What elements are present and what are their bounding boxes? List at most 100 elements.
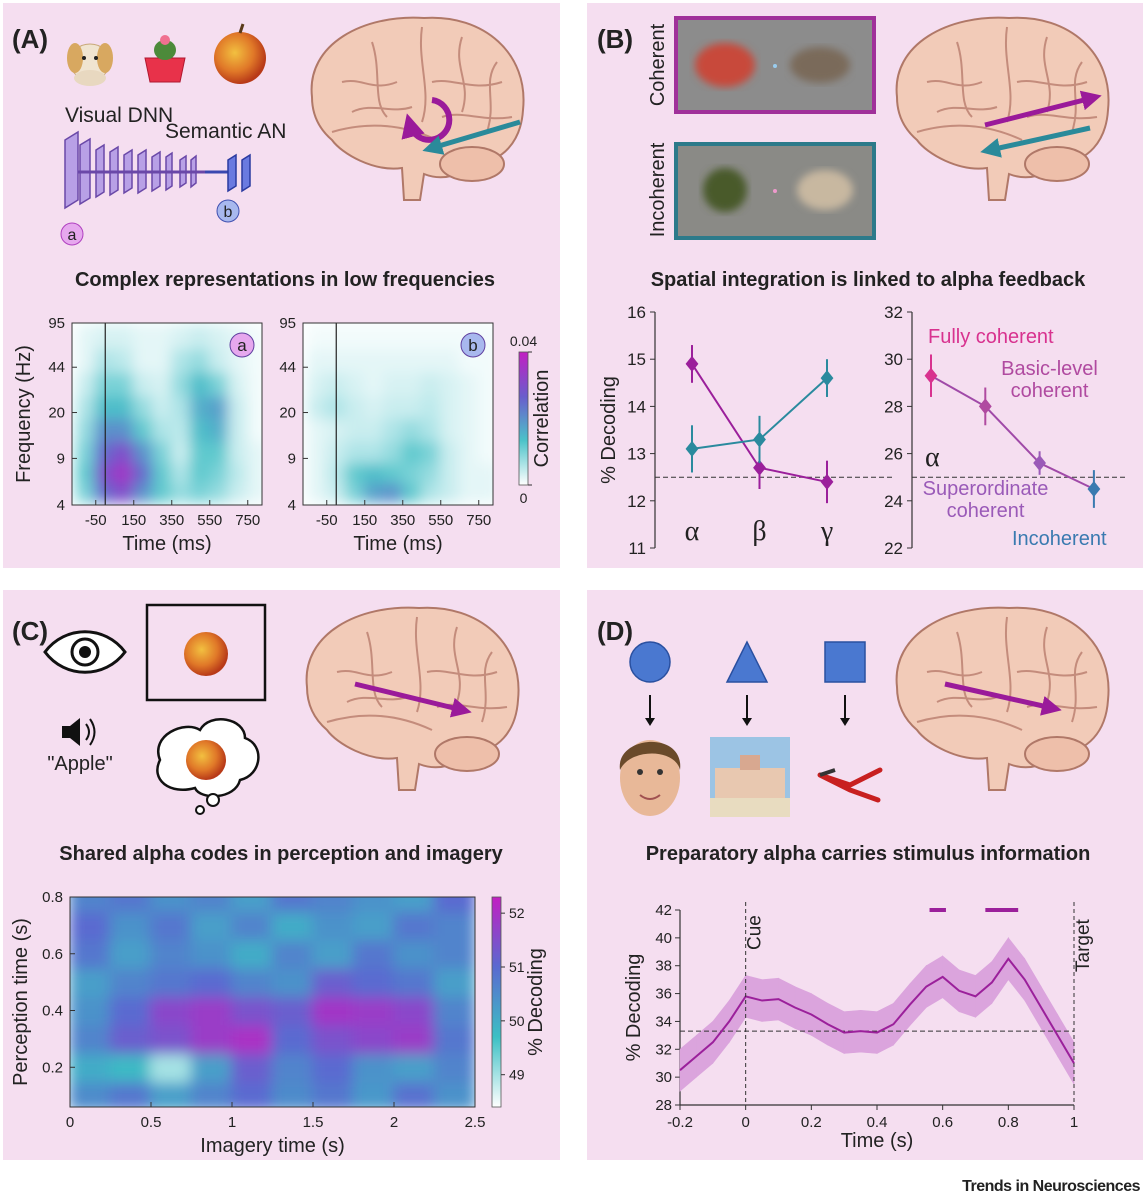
heatmap-cell <box>458 394 480 420</box>
heatmap-cell <box>401 417 423 442</box>
heatmap-cell <box>170 394 192 420</box>
point <box>753 431 766 448</box>
panel-title: Preparatory alpha carries stimulus infor… <box>646 843 1091 865</box>
heatmap-cell <box>70 966 112 998</box>
journal-name: Trends in Neurosciences <box>962 1178 1141 1195</box>
x-tick-label: -0.2 <box>667 1114 693 1131</box>
panel-d-illustration-part-part <box>645 718 655 726</box>
panel-b-illustration: Coherent Incoherent <box>647 16 1110 240</box>
y-tick-label: 0.4 <box>42 1003 63 1020</box>
heatmap-cell <box>344 481 366 503</box>
heatmap-cell <box>401 394 423 420</box>
heatmap-cell <box>352 1052 395 1083</box>
heatmap-cell <box>150 1080 193 1107</box>
heatmap-cell <box>382 417 404 442</box>
heatmap-cell <box>352 995 395 1026</box>
y-axis-label: % Decoding <box>623 954 645 1062</box>
heatmap-cell <box>113 370 135 397</box>
heatmap-cell <box>477 370 493 397</box>
x-axis-label: Time (s) <box>841 1130 914 1152</box>
heatmap-cell <box>113 439 135 464</box>
colorbar-tick-label: 50 <box>509 1013 525 1029</box>
panel-a-illustration-part <box>74 70 106 86</box>
heatmap-cell <box>393 1052 436 1083</box>
heatmap-cell <box>477 461 493 484</box>
heatmap-cell <box>231 1023 274 1055</box>
panel-d-illustration-part <box>824 641 866 683</box>
panel-d-illustration-part <box>639 794 661 800</box>
heatmap-cell <box>132 323 154 350</box>
point <box>978 398 992 415</box>
heatmap-cell <box>433 1023 475 1055</box>
heatmap-cell <box>271 938 314 969</box>
heatmap-cell <box>190 1052 233 1083</box>
panel-a-illustration-part <box>160 35 170 45</box>
heatmap-cell <box>150 910 193 941</box>
x-tick-label: -50 <box>316 512 338 529</box>
heatmap-cell <box>75 417 97 442</box>
heatmap-cell <box>401 370 423 397</box>
image-label: Incoherent <box>647 142 669 237</box>
heatmap-cell <box>477 439 493 464</box>
heatmap-cell <box>189 347 211 373</box>
panel-c-illustration-part <box>85 718 96 746</box>
heatmap-cell <box>344 417 366 442</box>
heatmap-cell <box>170 370 192 397</box>
heatmap-cell <box>109 1052 152 1083</box>
colorbar-tick-label: 51 <box>509 959 525 975</box>
panel-c-illustration-part <box>62 718 80 746</box>
heatmap-cell <box>382 347 404 373</box>
y-tick-label: 4 <box>57 497 65 514</box>
point <box>685 440 699 457</box>
heatmap-cell <box>439 370 461 397</box>
heatmap-cell <box>151 481 173 503</box>
panel-d-illustration-part <box>619 741 681 770</box>
heatmap-cell <box>151 417 173 442</box>
panel-letter: (C) <box>12 616 48 646</box>
heatmap-cell <box>393 995 436 1026</box>
heatmap-cell <box>132 417 154 442</box>
heatmap-cell <box>363 323 385 350</box>
y-tick-label: 24 <box>884 492 903 511</box>
heatmap-cell <box>231 995 274 1026</box>
heatmap-cell <box>458 481 480 503</box>
heatmap-cell <box>170 481 192 503</box>
heatmap-cell <box>344 370 366 397</box>
heatmap-cell <box>393 897 436 913</box>
panel-a-illustration-part <box>216 199 240 223</box>
heatmap-cell <box>75 323 97 350</box>
heatmap-cell <box>433 910 475 941</box>
heatmap-cell <box>151 461 173 484</box>
heatmap-cell <box>208 461 230 484</box>
heatmap-cell <box>190 897 233 913</box>
heatmap-cell <box>208 394 230 420</box>
heatmap-cell <box>312 938 355 969</box>
heatmap-cell <box>393 938 436 969</box>
heatmap-cell <box>231 966 274 998</box>
panel-d-illustration-part <box>657 769 663 775</box>
heatmap-cell <box>75 370 97 397</box>
speech-label: "Apple" <box>47 753 112 775</box>
panel-a-illustration-part <box>238 23 245 34</box>
heatmap-cell <box>420 417 442 442</box>
heatmap-cell <box>352 966 395 998</box>
heatmap-cell <box>151 370 173 397</box>
heatmap-cell <box>150 966 193 998</box>
diagram-label: Visual DNN <box>65 104 173 127</box>
heatmap-cell <box>312 966 355 998</box>
heatmap-cell <box>170 323 192 350</box>
category-label-box: Superordinate coherent <box>923 478 1049 522</box>
x-tick-label: 2 <box>390 1114 398 1131</box>
category-label: Incoherent <box>1012 528 1107 550</box>
heatmap-cell <box>344 461 366 484</box>
heatmap-cell <box>271 1080 314 1107</box>
panel-a-illustration-part <box>422 119 521 155</box>
heatmap-cell <box>344 439 366 464</box>
x-tick-label: 2.5 <box>465 1114 486 1131</box>
heatmap-cell <box>344 394 366 420</box>
badge-label: b <box>468 336 477 355</box>
heatmap-cell <box>189 417 211 442</box>
heatmap-cell <box>433 897 475 913</box>
heatmap-cell <box>75 394 97 420</box>
heatmap-cell <box>208 417 230 442</box>
